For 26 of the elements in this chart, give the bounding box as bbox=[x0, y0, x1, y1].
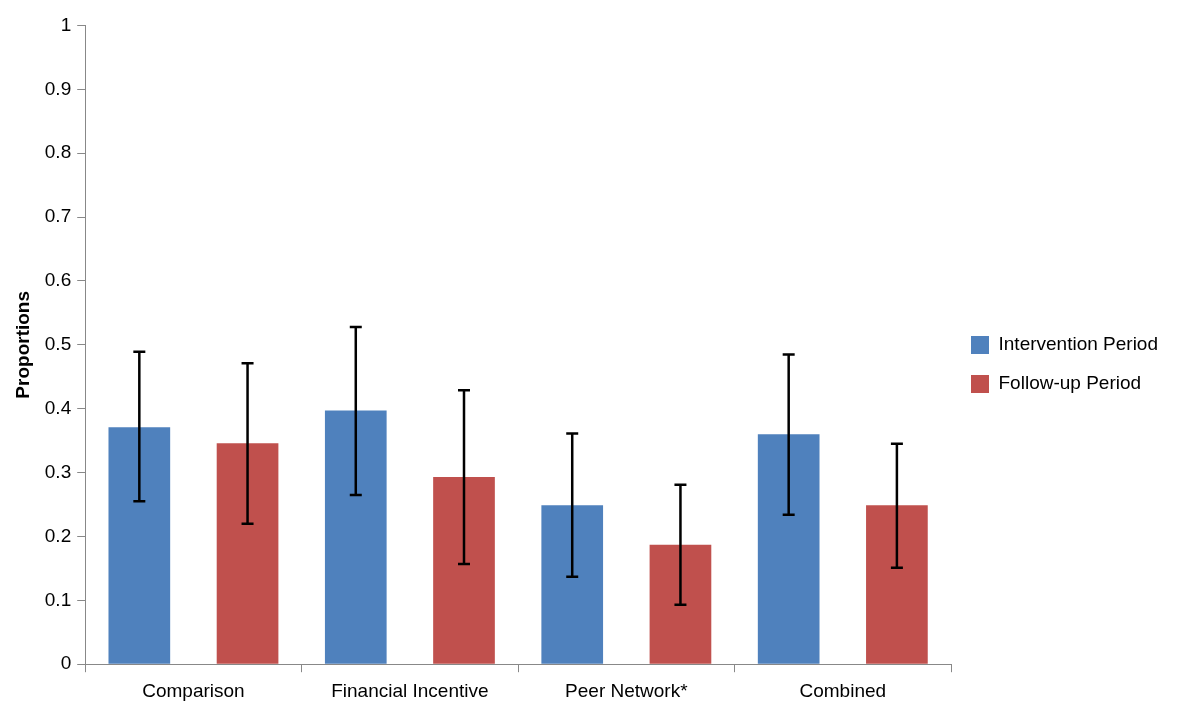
legend-label: Intervention Period bbox=[998, 333, 1159, 355]
y-tick-label: 0.5 bbox=[44, 333, 72, 355]
bar bbox=[649, 544, 712, 664]
x-tick-label: Comparison bbox=[142, 679, 245, 701]
bar bbox=[757, 434, 820, 664]
bar bbox=[866, 505, 928, 664]
y-tick-label: 0.9 bbox=[44, 77, 72, 99]
y-tick-label: 0.6 bbox=[44, 269, 72, 291]
bar bbox=[108, 427, 171, 664]
y-tick-label: 1 bbox=[60, 13, 72, 35]
bar bbox=[433, 477, 495, 664]
bar bbox=[216, 443, 279, 664]
bar bbox=[541, 505, 604, 664]
y-tick-label: 0.8 bbox=[44, 141, 72, 163]
y-tick-label: 0.3 bbox=[44, 460, 72, 482]
legend-label: Follow-up Period bbox=[998, 372, 1142, 394]
x-tick-label: Peer Network* bbox=[565, 679, 689, 701]
bar bbox=[324, 410, 387, 664]
x-tick-label: Financial Incentive bbox=[331, 679, 489, 701]
y-tick-label: 0.2 bbox=[44, 524, 72, 546]
y-tick-label: 0 bbox=[60, 652, 72, 674]
x-tick-label: Combined bbox=[799, 679, 887, 701]
y-tick-label: 0.4 bbox=[44, 396, 72, 418]
y-axis-title: Proportions bbox=[11, 290, 33, 399]
y-tick-label: 0.7 bbox=[44, 205, 72, 227]
y-tick-label: 0.1 bbox=[44, 588, 72, 610]
